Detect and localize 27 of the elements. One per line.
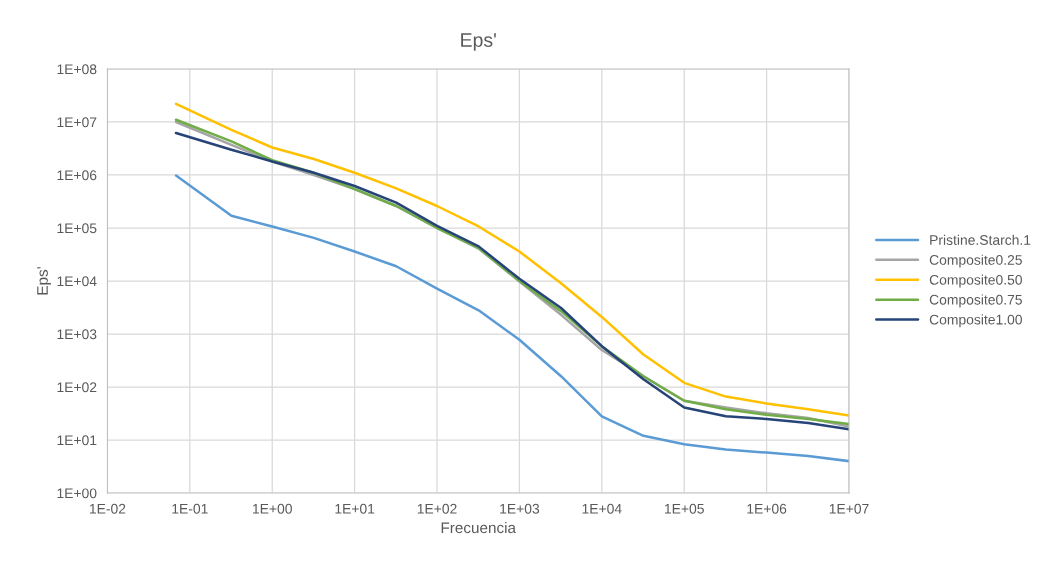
y-tick-label: 1E+04 [57, 276, 97, 287]
legend-label: Pristine.Starch.1 [930, 234, 1031, 245]
x-tick-label: 1E+02 [417, 503, 457, 514]
y-axis-title: Eps' [37, 267, 51, 295]
legend-label: Composite1.00 [929, 314, 1022, 328]
y-tick-label: 1E+03 [57, 329, 97, 340]
x-tick-label: 1E-02 [89, 503, 126, 514]
y-tick-label: 1E+05 [57, 223, 97, 234]
x-tick-label: 1E+07 [829, 503, 869, 514]
x-tick-label: 1E+00 [253, 503, 292, 514]
legend-label: Composite0.25 [929, 254, 1022, 268]
legend-label: Composite0.75 [929, 294, 1022, 308]
x-tick-label: 1E+05 [664, 503, 704, 514]
y-tick-label: 1E+00 [57, 488, 97, 499]
x-tick-label: 1E+06 [747, 503, 787, 514]
y-tick-label: 1E+07 [57, 117, 97, 128]
x-tick-label: 1E+01 [335, 503, 375, 514]
legend-label: Composite0.50 [929, 274, 1022, 288]
y-tick-label: 1E+02 [57, 382, 97, 393]
x-tick-label: 1E+03 [500, 503, 540, 514]
x-tick-label: 1E-01 [172, 503, 208, 514]
chart-title: Eps' [461, 33, 496, 51]
x-axis-title: Frecuencia [441, 521, 517, 534]
y-tick-label: 1E+01 [57, 435, 97, 446]
x-tick-label: 1E+04 [582, 503, 622, 514]
y-tick-label: 1E+06 [57, 170, 97, 181]
y-tick-label: 1E+08 [57, 64, 97, 75]
